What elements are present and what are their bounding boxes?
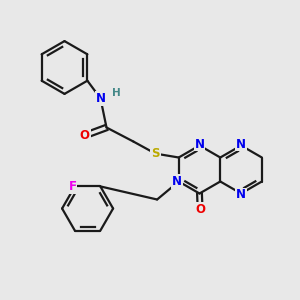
Text: N: N [194, 137, 205, 151]
Text: N: N [236, 188, 246, 202]
Text: N: N [172, 175, 182, 188]
Text: N: N [95, 92, 106, 105]
Text: O: O [195, 202, 205, 216]
Text: F: F [68, 180, 76, 193]
Text: H: H [112, 88, 121, 98]
Text: O: O [80, 129, 90, 142]
Text: N: N [236, 137, 246, 151]
Text: S: S [151, 147, 160, 160]
